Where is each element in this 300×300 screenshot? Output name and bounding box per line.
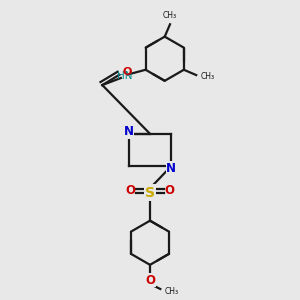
Text: HN: HN — [117, 71, 132, 81]
Text: N: N — [166, 162, 176, 175]
Text: CH₃: CH₃ — [163, 11, 177, 20]
Text: S: S — [145, 186, 155, 200]
Text: CH₃: CH₃ — [165, 287, 179, 296]
Text: O: O — [165, 184, 175, 197]
Text: O: O — [125, 184, 135, 197]
Text: CH₃: CH₃ — [200, 72, 214, 81]
Text: O: O — [122, 67, 132, 77]
Text: N: N — [124, 125, 134, 138]
Text: O: O — [145, 274, 155, 286]
